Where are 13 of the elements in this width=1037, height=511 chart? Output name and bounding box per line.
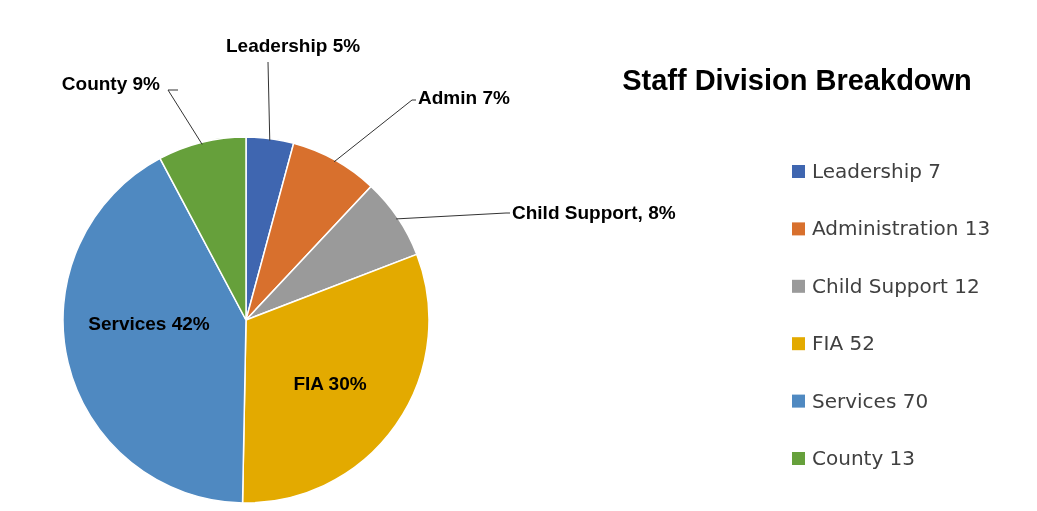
text: FIA 30%	[293, 373, 367, 394]
text: Leadership 5%	[226, 35, 361, 56]
text: Child Support, 8%	[512, 202, 676, 223]
text: Services 42%	[88, 313, 210, 334]
legend-label: Leadership 7	[812, 159, 942, 183]
text: County 9%	[61, 73, 161, 94]
legend-label: County 13	[812, 446, 916, 470]
legend-label: Child Support 12	[812, 273, 980, 298]
text: Admin 7%	[418, 87, 510, 108]
legend-label: Services 70	[812, 388, 929, 413]
legend-label: Administration 13	[812, 216, 991, 241]
legend-label: FIA 52	[812, 331, 875, 356]
chart-title: Staff Division Breakdown	[622, 64, 972, 96]
